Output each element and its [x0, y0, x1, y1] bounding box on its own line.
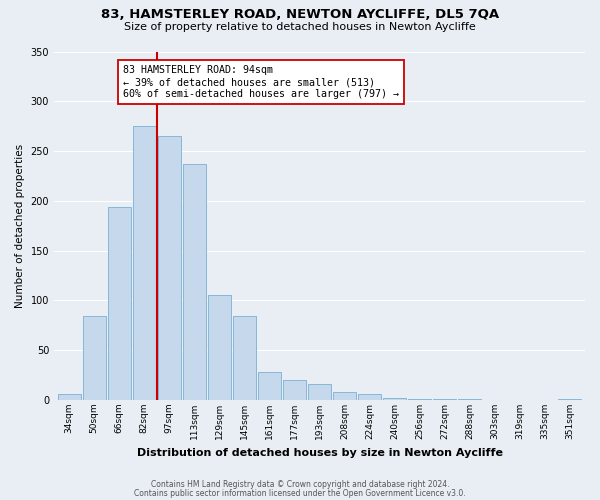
Bar [83, 316, 106, 400]
Bar [333, 392, 356, 400]
Bar [458, 399, 481, 400]
Bar [133, 126, 156, 400]
Bar [58, 394, 80, 400]
Text: 83 HAMSTERLEY ROAD: 94sqm
← 39% of detached houses are smaller (513)
60% of semi: 83 HAMSTERLEY ROAD: 94sqm ← 39% of detac… [123, 66, 399, 98]
Y-axis label: Number of detached properties: Number of detached properties [15, 144, 25, 308]
Text: Contains public sector information licensed under the Open Government Licence v3: Contains public sector information licen… [134, 488, 466, 498]
Bar [433, 399, 456, 400]
Bar [358, 394, 381, 400]
Bar [258, 372, 281, 400]
Bar [408, 399, 431, 400]
Bar [308, 384, 331, 400]
X-axis label: Distribution of detached houses by size in Newton Aycliffe: Distribution of detached houses by size … [137, 448, 503, 458]
Bar [383, 398, 406, 400]
Bar [158, 136, 181, 400]
Text: 83, HAMSTERLEY ROAD, NEWTON AYCLIFFE, DL5 7QA: 83, HAMSTERLEY ROAD, NEWTON AYCLIFFE, DL… [101, 8, 499, 20]
Bar [233, 316, 256, 400]
Bar [107, 207, 131, 400]
Bar [559, 399, 581, 400]
Bar [208, 296, 231, 400]
Bar [183, 164, 206, 400]
Text: Contains HM Land Registry data © Crown copyright and database right 2024.: Contains HM Land Registry data © Crown c… [151, 480, 449, 489]
Text: Size of property relative to detached houses in Newton Aycliffe: Size of property relative to detached ho… [124, 22, 476, 32]
Bar [283, 380, 306, 400]
